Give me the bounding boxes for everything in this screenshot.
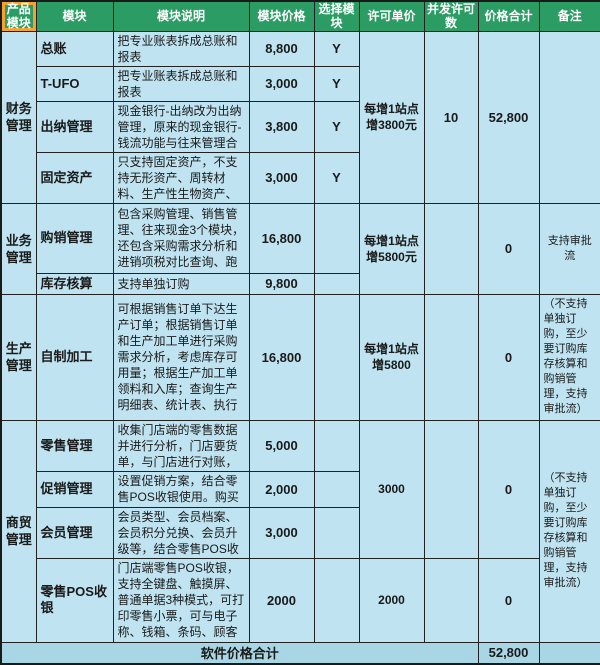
- remarks-cell: 支持审批流: [538, 202, 600, 295]
- description-cell: 会员类型、会员档案、会员积分兑换、会员升级等，结合零售POS收银使用。购买: [112, 506, 250, 559]
- description-cell: 只支持固定资产，不支持无形资产、周转材料、生产性生物资产、长期待摊费用: [112, 151, 250, 204]
- select-module-cell: [313, 470, 360, 508]
- module-cell: 购销管理: [35, 202, 114, 274]
- description-cell: 现金银行-出纳改为出纳管理，原来的现金银行-钱流功能与往来管理合并为往来现: [112, 100, 250, 153]
- module-price-cell: 16,800: [248, 293, 315, 421]
- module-cell: 自制加工: [35, 293, 114, 421]
- select-module-cell: [313, 293, 360, 421]
- table-row: 库存核算 支持单独订购 9,800: [1, 272, 600, 295]
- select-module-cell: Y: [313, 30, 360, 67]
- select-module-cell: [313, 506, 360, 559]
- price-total-cell: 0: [477, 419, 540, 559]
- group-cell-business: 业务管理: [0, 202, 37, 295]
- license-price-cell: 每增1站点增5800元: [358, 202, 425, 295]
- col-header-license-unit-price: 许可单价: [358, 0, 425, 32]
- software-total-value: 52,800: [477, 641, 540, 665]
- footer-row: 软件价格合计 52,800: [0, 641, 600, 665]
- select-module-cell: Y: [313, 100, 360, 153]
- concurrent-count-cell: [423, 293, 479, 421]
- license-price-cell: 3000: [358, 419, 425, 559]
- license-price-cell: 2000: [358, 557, 425, 643]
- module-cell: 零售POS收银: [35, 557, 114, 643]
- module-price-cell: 2000: [248, 557, 315, 643]
- col-header-module-description: 模块说明: [112, 0, 250, 32]
- concurrent-count-cell: [423, 419, 479, 559]
- table-row: 商贸管理 零售管理 收集门店端的零售数据并进行分析，门店要货单，与门店进行对账，…: [0, 419, 600, 643]
- col-header-select-module: 选择模块: [313, 0, 360, 32]
- col-header-product-module: 产品模块: [0, 0, 37, 32]
- description-cell: 把专业账表拆成总账和报表: [112, 65, 250, 102]
- module-price-cell: 5,000: [248, 419, 315, 472]
- module-price-cell: 2,000: [248, 470, 315, 508]
- module-cell: T-UFO: [35, 65, 114, 102]
- price-total-cell: 0: [477, 202, 540, 295]
- col-header-module-price: 模块价格: [248, 0, 315, 32]
- module-cell: 促销管理: [35, 470, 114, 508]
- select-module-cell: [313, 272, 360, 295]
- description-cell: 支持单独订购: [112, 272, 250, 295]
- table-row: 生产管理 自制加工 可根据销售订单下达生产订单；根据销售订单和生产加工单进行采购…: [0, 293, 600, 421]
- license-price-cell: 每增1站点增5800: [358, 293, 425, 421]
- software-total-label: 软件价格合计: [0, 641, 479, 665]
- group-cell-trade: 商贸管理: [0, 419, 37, 643]
- module-cell: 库存核算: [35, 272, 114, 295]
- select-module-cell: [313, 557, 360, 643]
- module-price-cell: 8,800: [248, 30, 315, 67]
- col-header-module: 模块: [35, 0, 114, 32]
- license-price-cell: 每增1站点增3800元: [358, 30, 425, 204]
- remarks-cell: （不支持单独订购，至少要订购库存核算和购销管理，支持审批流）: [538, 419, 600, 643]
- module-price-cell: 9,800: [248, 272, 315, 295]
- table-row: 零售POS收银 门店端零售POS收银，支持全键盘、触摸屏、普通单据3种模式，可打…: [1, 557, 600, 643]
- module-price-cell: 3,000: [248, 65, 315, 102]
- description-cell: 可根据销售订单下达生产订单；根据销售订单和生产加工单进行采购需求分析，考虑库存可…: [112, 293, 250, 421]
- col-header-price-total: 价格合计: [477, 0, 540, 32]
- remarks-cell: （不支持单独订购，至少要订购库存核算和购销管理，支持审批流）: [538, 293, 600, 421]
- table-row: 业务管理 购销管理 包含采购管理、销售管理、往来现金3个模块，还包含采购需求分析…: [0, 202, 600, 295]
- concurrent-count-cell: 10: [423, 30, 479, 204]
- concurrent-count-cell: [423, 557, 479, 643]
- table-row: T-UFO 把专业账表拆成总账和报表 3,000 Y: [1, 65, 600, 102]
- description-cell: 设置促销方案，结合零售POS收银使用。购买购销管: [112, 470, 250, 508]
- table-row: 会员管理 会员类型、会员档案、会员积分兑换、会员升级等，结合零售POS收银使用。…: [1, 506, 600, 559]
- module-price-cell: 3,800: [248, 100, 315, 153]
- price-total-cell: 0: [477, 557, 540, 643]
- footer-remarks-cell: [538, 641, 600, 665]
- table-row: 出纳管理 现金银行-出纳改为出纳管理，原来的现金银行-钱流功能与往来管理合并为往…: [1, 100, 600, 153]
- module-cell: 会员管理: [35, 506, 114, 559]
- select-module-cell: [313, 419, 360, 472]
- description-cell: 门店端零售POS收银，支持全键盘、触摸屏、普通单据3种模式，可打印零售小票，可与…: [112, 557, 250, 643]
- concurrent-count-cell: [423, 202, 479, 295]
- select-module-cell: Y: [313, 151, 360, 204]
- group-cell-production: 生产管理: [0, 293, 37, 421]
- select-module-cell: Y: [313, 65, 360, 102]
- module-cell: 零售管理: [35, 419, 114, 472]
- col-header-remarks: 备注: [538, 0, 600, 32]
- module-price-cell: 16,800: [248, 202, 315, 274]
- module-price-cell: 3,000: [248, 506, 315, 559]
- remarks-cell: [538, 30, 600, 204]
- table-row: 促销管理 设置促销方案，结合零售POS收银使用。购买购销管 2,000: [1, 470, 600, 508]
- col-header-concurrent-licenses: 并发许可数: [423, 0, 479, 32]
- header-row: 产品模块 模块 模块说明 模块价格 选择模块 许可单价 并发许可数 价格合计 备…: [0, 0, 600, 32]
- module-cell: 总账: [35, 30, 114, 67]
- price-total-cell: 52,800: [477, 30, 540, 204]
- description-cell: 把专业账表拆成总账和报表: [112, 30, 250, 67]
- group-cell-finance: 财务管理: [0, 30, 37, 204]
- price-total-cell: 0: [477, 293, 540, 421]
- table-row: 财务管理 总账 把专业账表拆成总账和报表 8,800 Y 每增1站点增3800元…: [0, 30, 600, 204]
- description-cell: 收集门店端的零售数据并进行分析，门店要货单，与门店进行对账，与商场进行对: [112, 419, 250, 472]
- module-cell: 出纳管理: [35, 100, 114, 153]
- module-cell: 固定资产: [35, 151, 114, 204]
- select-module-cell: [313, 202, 360, 274]
- description-cell: 包含采购管理、销售管理、往来现金3个模块，还包含采购需求分析和进销项税对比查询、…: [112, 202, 250, 274]
- module-price-cell: 3,000: [248, 151, 315, 204]
- table-row: 固定资产 只支持固定资产，不支持无形资产、周转材料、生产性生物资产、长期待摊费用…: [1, 151, 600, 204]
